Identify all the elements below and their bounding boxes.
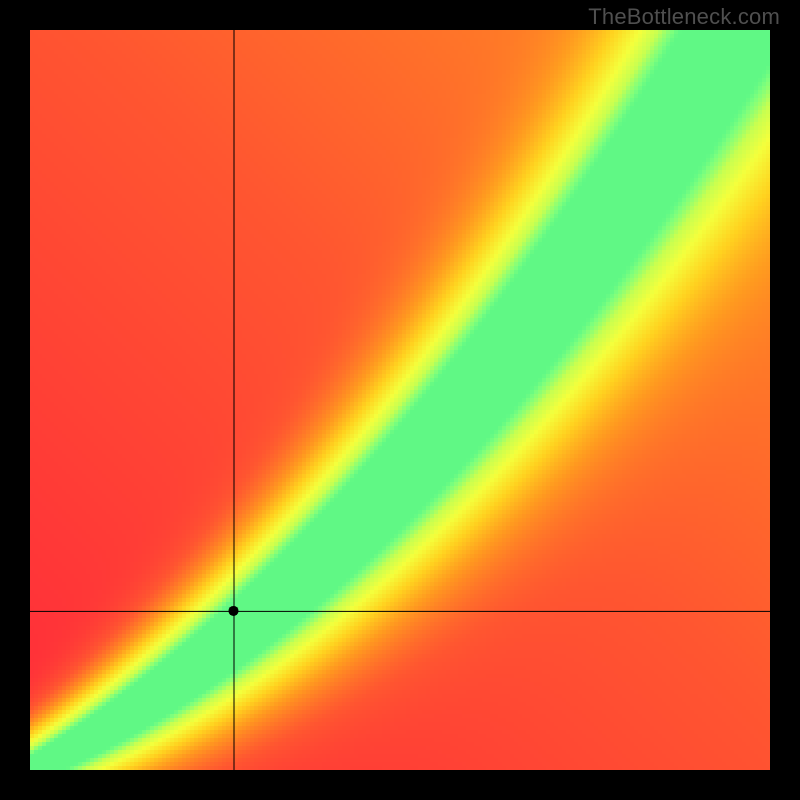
- chart-container: TheBottleneck.com: [0, 0, 800, 800]
- heatmap-canvas: [30, 30, 770, 770]
- heatmap-plot: [30, 30, 770, 770]
- watermark-text: TheBottleneck.com: [588, 4, 780, 30]
